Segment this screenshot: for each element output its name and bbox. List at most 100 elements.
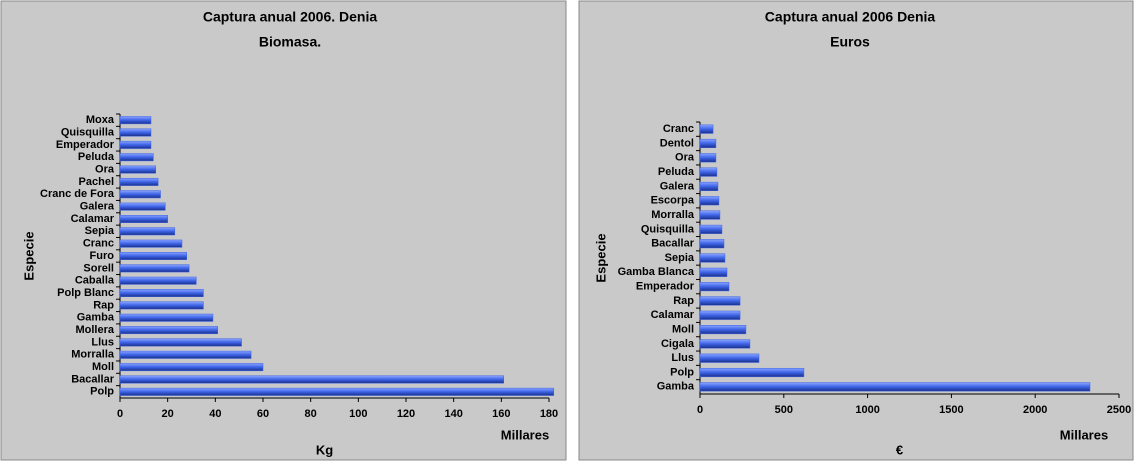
bar (119, 165, 156, 174)
y-axis-label: Especie (593, 233, 608, 282)
x-tick-label: 40 (209, 408, 221, 420)
y-tick-label: Rap (93, 299, 114, 311)
x-tick-label: 160 (492, 408, 510, 420)
x-tick-label: 2000 (1023, 404, 1047, 416)
y-tick-label: Cigala (661, 338, 695, 350)
bar (119, 227, 176, 236)
bar (699, 267, 728, 277)
x-tick-label: 500 (775, 404, 793, 416)
bar (119, 177, 159, 186)
y-tick-label: Ora (95, 163, 115, 175)
y-tick-label: Mollera (75, 324, 114, 336)
bar (699, 138, 717, 149)
y-tick-label: Emperador (56, 139, 115, 151)
x-tick-label: 0 (117, 408, 123, 420)
y-tick-label: Peluda (658, 166, 695, 178)
y-tick-label: Polp (90, 386, 114, 398)
bar (699, 124, 714, 134)
x-tick-label: 140 (444, 408, 462, 420)
bar (699, 167, 718, 177)
bar (119, 128, 152, 137)
y-tick-label: Cranc (83, 238, 114, 250)
y-tick-label: Quisquilla (641, 223, 695, 235)
annotation: Millares (1060, 427, 1108, 442)
panel (0, 0, 567, 461)
y-tick-label: Calamar (651, 309, 695, 321)
bar (699, 310, 741, 320)
bar (119, 276, 197, 285)
x-tick-label: 0 (697, 404, 703, 416)
x-tick-label: 20 (162, 408, 174, 420)
x-tick-label: 80 (305, 408, 317, 420)
bar (119, 363, 264, 372)
chart-title: Captura anual 2006. Denia (203, 9, 378, 25)
bar (119, 153, 154, 162)
y-tick-label: Moxa (86, 114, 115, 126)
bar (119, 140, 152, 149)
bar (699, 239, 725, 249)
bar (119, 252, 187, 260)
bar (699, 181, 719, 191)
bar (119, 338, 242, 347)
y-tick-label: Rap (673, 295, 694, 307)
bar (699, 339, 751, 349)
bar (699, 210, 721, 220)
y-tick-label: Furo (90, 250, 115, 262)
y-tick-label: Moll (92, 361, 114, 373)
y-tick-label: Pachel (79, 176, 114, 188)
y-tick-label: Emperador (636, 281, 695, 293)
y-tick-label: Morralla (651, 209, 695, 221)
x-tick-label: 120 (397, 408, 415, 420)
y-tick-label: Cranc (663, 123, 694, 135)
x-tick-label: 1500 (939, 404, 963, 416)
bar (699, 325, 747, 335)
y-tick-label: Bacallar (651, 238, 695, 250)
y-tick-label: Dentol (660, 137, 694, 149)
bar (119, 215, 168, 223)
y-tick-label: Gamba (77, 312, 115, 324)
y-tick-label: Llus (91, 336, 114, 348)
y-tick-label: Sepia (85, 225, 115, 237)
chart-subtitle: Euros (830, 34, 870, 50)
x-tick-label: 100 (349, 408, 367, 420)
chart-title: Captura anual 2006 Denia (765, 9, 936, 25)
x-tick-label: 1000 (855, 404, 879, 416)
bar (119, 313, 214, 322)
bar (699, 353, 760, 363)
x-axis-label: Kg (316, 442, 333, 457)
bar (119, 350, 252, 359)
bar (119, 289, 204, 297)
y-tick-label: Llus (671, 352, 694, 364)
bar (119, 202, 166, 211)
y-tick-label: Gamba (657, 381, 695, 393)
chart-subtitle: Biomasa. (259, 34, 321, 50)
y-tick-label: Sorell (83, 262, 114, 274)
y-tick-label: Morralla (71, 349, 115, 361)
bar (699, 196, 720, 206)
y-tick-label: Ora (675, 152, 695, 164)
y-tick-label: Galera (660, 180, 695, 192)
bar (699, 282, 730, 292)
bar (119, 326, 218, 335)
x-tick-label: 60 (257, 408, 269, 420)
y-tick-label: Galera (80, 201, 115, 213)
bar (119, 387, 555, 396)
x-tick-label: 2500 (1107, 404, 1131, 416)
y-tick-label: Escorpa (651, 195, 695, 207)
bar (699, 382, 1091, 392)
bar (119, 190, 161, 199)
y-tick-label: Gamba Blanca (618, 266, 695, 278)
y-tick-label: Cranc de Fora (40, 188, 115, 200)
y-tick-label: Quisquilla (61, 126, 115, 138)
bar (699, 367, 805, 378)
bar (119, 116, 152, 125)
bar (699, 153, 717, 163)
y-tick-label: Polp Blanc (57, 287, 114, 299)
annotation: Millares (501, 427, 549, 442)
y-tick-label: Caballa (75, 275, 115, 287)
y-axis-label: Especie (21, 231, 36, 280)
bar (699, 224, 723, 234)
y-tick-label: Sepia (665, 252, 695, 264)
bar (119, 301, 204, 310)
x-axis-label: € (896, 442, 903, 457)
